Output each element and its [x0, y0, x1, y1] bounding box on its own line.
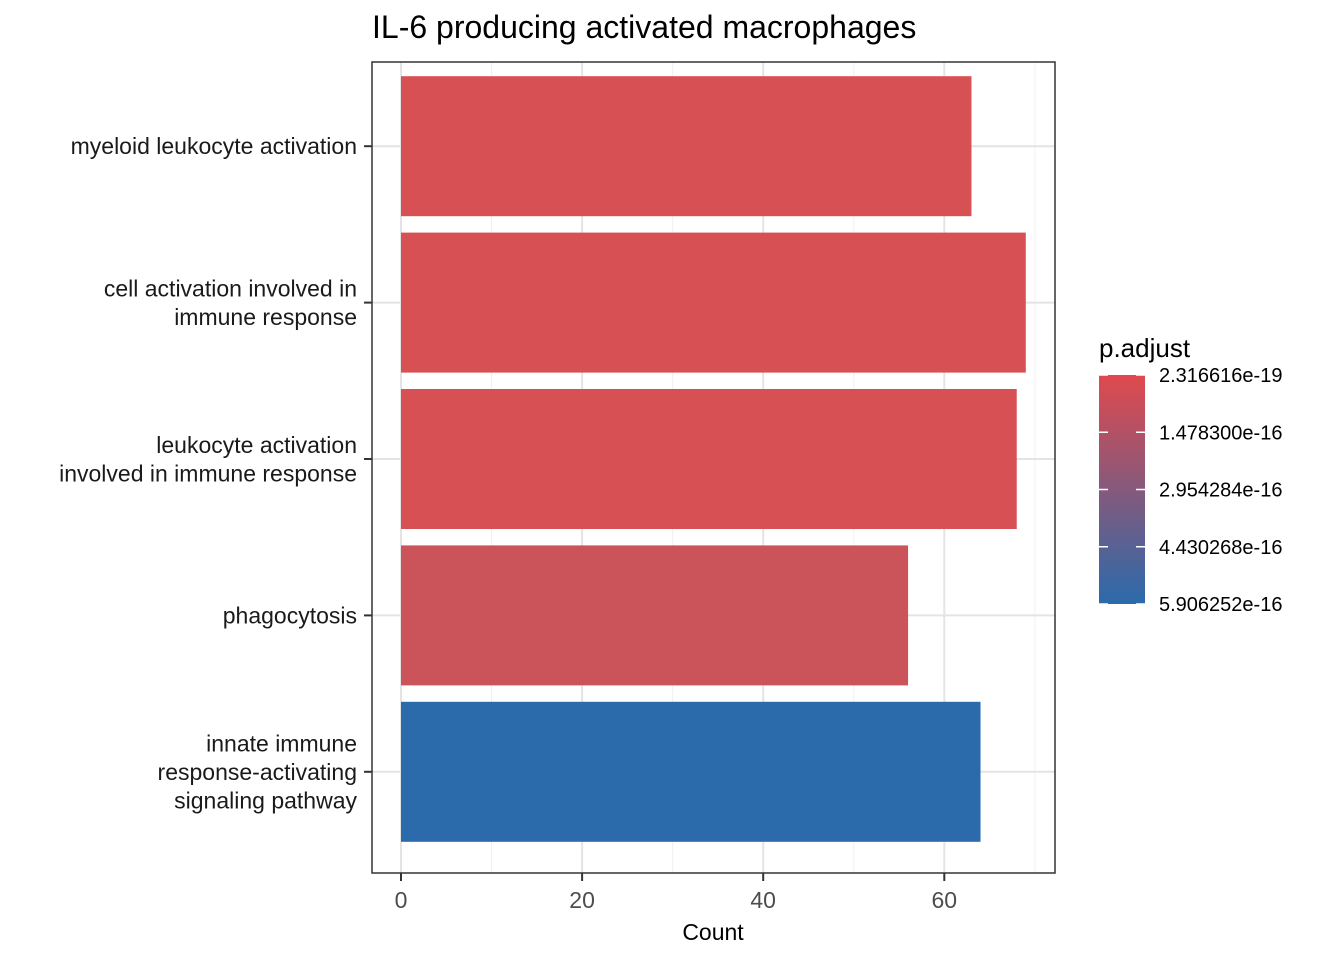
- legend-title: p.adjust: [1099, 333, 1191, 363]
- x-tick-label: 40: [750, 887, 776, 913]
- x-axis: 0 20 40 60: [395, 873, 957, 913]
- bar: [401, 545, 909, 686]
- legend: p.adjust 2.316616e-19 1.478300e-16 2.95428…: [1099, 333, 1282, 616]
- bars: [401, 76, 1026, 842]
- x-tick-label: 20: [569, 887, 595, 913]
- bar: [401, 232, 1026, 373]
- category-label: myeloid leukocyte activation: [71, 133, 357, 159]
- plot-panel-border: [371, 61, 1056, 874]
- chart-title: IL-6 producing activated macrophages: [372, 9, 916, 45]
- legend-label: 4.430268e-16: [1159, 537, 1282, 559]
- category-label: innate immune response-activating signalin…: [158, 730, 358, 813]
- category-label: phagocytosis: [223, 602, 357, 628]
- bar: [401, 389, 1017, 529]
- category-label: leukocyte activation involved in immune r…: [59, 432, 357, 487]
- x-tick-label: 60: [932, 887, 958, 913]
- legend-label: 2.954284e-16: [1159, 480, 1282, 502]
- x-axis-title: Count: [682, 919, 744, 945]
- legend-label: 2.316616e-19: [1159, 365, 1282, 387]
- category-label: cell activation involved in immune respon…: [104, 275, 357, 330]
- legend-label: 1.478300e-16: [1159, 422, 1282, 444]
- bar: [401, 76, 972, 217]
- y-axis: myeloid leukocyte activation cell activat…: [59, 133, 372, 813]
- x-tick-label: 0: [395, 887, 408, 913]
- legend-label: 5.906252e-16: [1159, 594, 1282, 616]
- bar: [401, 701, 981, 842]
